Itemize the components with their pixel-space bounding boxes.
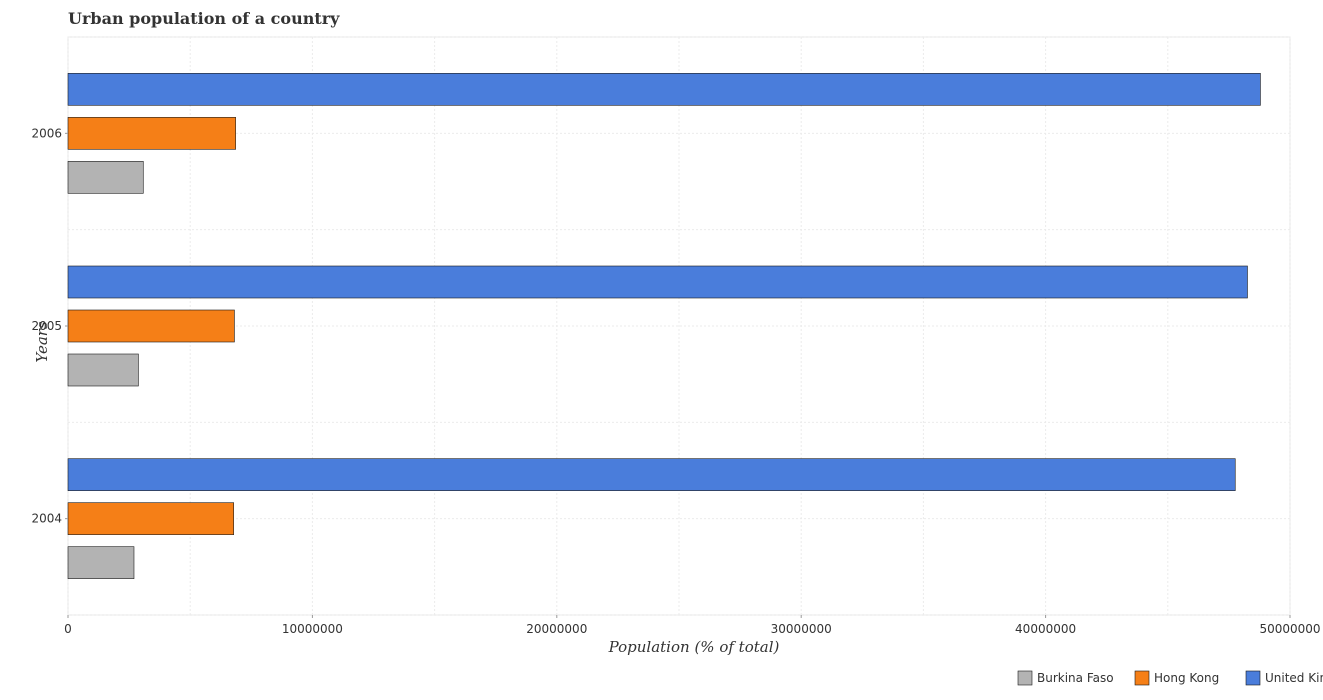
bar-hong-kong-2005 bbox=[67, 309, 235, 343]
legend-swatch bbox=[1134, 670, 1150, 686]
legend-label: Burkina Faso bbox=[1037, 671, 1114, 685]
legend: Burkina Faso Hong Kong United Kingdom bbox=[1017, 670, 1323, 686]
bar-burkina-faso-2006 bbox=[67, 161, 144, 194]
legend-label: Hong Kong bbox=[1154, 671, 1219, 685]
bars bbox=[67, 73, 1261, 579]
legend-label: United Kingdom bbox=[1265, 671, 1323, 685]
y-tick-label: 2004 bbox=[31, 512, 62, 526]
y-tick-label: 2005 bbox=[31, 319, 62, 333]
bar-burkina-faso-2004 bbox=[67, 546, 135, 579]
bar-united-kingdom-2005 bbox=[67, 265, 1248, 299]
legend-swatch bbox=[1017, 670, 1033, 686]
y-tick-label: 2006 bbox=[31, 126, 62, 140]
bar-united-kingdom-2006 bbox=[67, 73, 1261, 106]
x-tick-label: 30000000 bbox=[771, 622, 832, 636]
bar-hong-kong-2006 bbox=[67, 117, 236, 150]
x-tick-label: 40000000 bbox=[1015, 622, 1076, 636]
bar-united-kingdom-2004 bbox=[67, 458, 1236, 491]
grid bbox=[67, 36, 1291, 616]
x-tick-label: 50000000 bbox=[1259, 622, 1320, 636]
x-tick-label: 10000000 bbox=[282, 622, 343, 636]
bar-burkina-faso-2005 bbox=[67, 353, 139, 387]
bar-hong-kong-2004 bbox=[67, 502, 235, 535]
x-tick-label: 0 bbox=[64, 622, 72, 636]
legend-swatch bbox=[1245, 670, 1261, 686]
y-axis-label: Years bbox=[33, 321, 51, 363]
chart-title: Urban population of a country bbox=[68, 9, 340, 28]
x-tick-label: 20000000 bbox=[526, 622, 587, 636]
axes: 2004 2005 2006 0 10000000 20000000 30000000 400… bbox=[31, 126, 1320, 636]
x-axis-label: Population (% of total) bbox=[608, 638, 780, 656]
